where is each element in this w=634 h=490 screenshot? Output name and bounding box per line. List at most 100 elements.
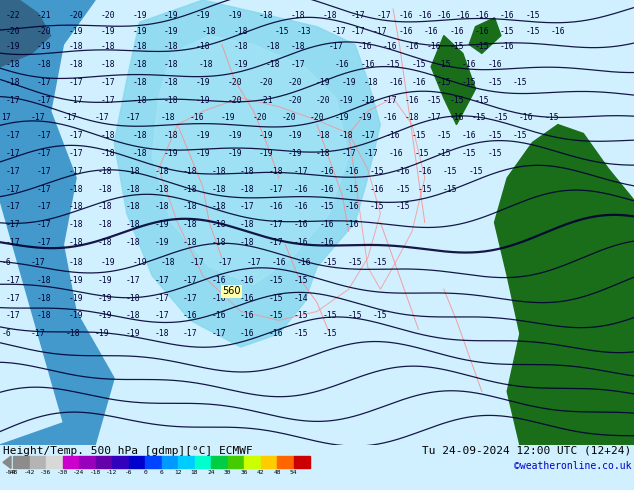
Text: -16: -16 (398, 26, 413, 36)
Text: -19: -19 (227, 11, 242, 20)
Text: -18: -18 (211, 202, 226, 211)
Text: -18: -18 (404, 113, 420, 122)
Text: -17: -17 (94, 113, 109, 122)
Text: -15: -15 (414, 149, 429, 158)
Text: -17: -17 (5, 96, 20, 104)
Text: -20: -20 (281, 113, 296, 122)
Text: -16: -16 (395, 167, 410, 176)
Text: -16: -16 (424, 26, 439, 36)
Text: -18: -18 (90, 469, 101, 474)
Text: -18: -18 (164, 42, 179, 51)
Text: -19: -19 (259, 131, 274, 140)
Text: -20: -20 (287, 96, 302, 104)
Text: -15: -15 (322, 258, 337, 267)
Text: -15: -15 (294, 311, 309, 320)
Text: -17: -17 (294, 167, 309, 176)
Text: -19: -19 (335, 113, 350, 122)
Text: -21: -21 (259, 96, 274, 104)
Text: -17: -17 (5, 311, 20, 320)
Text: -18: -18 (126, 185, 141, 194)
Bar (211, 456, 228, 468)
Text: -15: -15 (347, 258, 363, 267)
Text: -17: -17 (189, 258, 204, 267)
Text: -16: -16 (211, 294, 226, 303)
Text: -12: -12 (107, 469, 118, 474)
Bar (195, 456, 211, 468)
Text: -18: -18 (164, 60, 179, 69)
Text: -18: -18 (37, 311, 52, 320)
Text: -19: -19 (5, 42, 20, 51)
Text: -18: -18 (195, 42, 210, 51)
Bar (96, 456, 112, 468)
Text: -19: -19 (233, 60, 249, 69)
Text: -17: -17 (62, 113, 77, 122)
Text: -18: -18 (68, 185, 84, 194)
Text: -17: -17 (37, 185, 52, 194)
Text: -15: -15 (500, 26, 515, 36)
Text: -15: -15 (294, 329, 309, 338)
Bar (79, 456, 96, 468)
Text: -16: -16 (382, 42, 398, 51)
Text: -17: -17 (328, 42, 344, 51)
Text: -17: -17 (5, 202, 20, 211)
Text: -18: -18 (211, 185, 226, 194)
Text: -15: -15 (525, 26, 540, 36)
Text: -18: -18 (164, 78, 179, 87)
Text: -16: -16 (389, 149, 404, 158)
Text: -18: -18 (5, 78, 20, 87)
Text: -16: -16 (436, 11, 451, 20)
Bar (178, 456, 195, 468)
Text: -17: -17 (246, 258, 261, 267)
Text: -16: -16 (370, 185, 385, 194)
Text: -19: -19 (132, 26, 147, 36)
Text: -19: -19 (195, 11, 210, 20)
Text: -15: -15 (462, 149, 477, 158)
Text: -18: -18 (132, 131, 147, 140)
Text: -16: -16 (344, 202, 359, 211)
Text: -18: -18 (126, 220, 141, 229)
Text: -18: -18 (240, 238, 255, 247)
Text: -15: -15 (411, 60, 426, 69)
Bar (30, 456, 46, 468)
Text: 36: 36 (240, 469, 248, 474)
Text: -17: -17 (37, 131, 52, 140)
Text: -20: -20 (100, 11, 115, 20)
Text: -16: -16 (455, 11, 470, 20)
Text: -18: -18 (322, 11, 337, 20)
Text: -17: -17 (5, 167, 20, 176)
Text: 0: 0 (143, 469, 147, 474)
Text: -16: -16 (268, 202, 283, 211)
Text: -18: -18 (126, 167, 141, 176)
Text: -18: -18 (183, 167, 198, 176)
Text: -36: -36 (41, 469, 51, 474)
Text: 12: 12 (174, 469, 182, 474)
Text: -16: -16 (382, 113, 398, 122)
Text: -18: -18 (198, 60, 214, 69)
Text: -17: -17 (382, 96, 398, 104)
Text: -19: -19 (68, 26, 84, 36)
Text: -20: -20 (227, 78, 242, 87)
Text: -16: -16 (357, 42, 372, 51)
Bar (244, 456, 261, 468)
Text: -17: -17 (37, 78, 52, 87)
Text: -18: -18 (290, 42, 306, 51)
Text: -16: -16 (389, 78, 404, 87)
Text: -19: -19 (132, 258, 147, 267)
Text: -18: -18 (160, 258, 176, 267)
Text: -16: -16 (411, 78, 426, 87)
Text: -18: -18 (65, 329, 81, 338)
Text: -21: -21 (37, 11, 52, 20)
Text: Tu 24-09-2024 12:00 UTC (12+24): Tu 24-09-2024 12:00 UTC (12+24) (422, 446, 631, 456)
Text: -18: -18 (211, 167, 226, 176)
Text: -17: -17 (68, 78, 84, 87)
Text: -14: -14 (294, 294, 309, 303)
Text: -20: -20 (316, 96, 331, 104)
Text: -16: -16 (449, 26, 464, 36)
Text: -17: -17 (268, 185, 283, 194)
Text: -18: -18 (132, 60, 147, 69)
Text: -16: -16 (462, 131, 477, 140)
Text: -17: -17 (68, 131, 84, 140)
Text: -24: -24 (74, 469, 84, 474)
Text: -15: -15 (373, 311, 388, 320)
Text: -20: -20 (37, 26, 52, 36)
